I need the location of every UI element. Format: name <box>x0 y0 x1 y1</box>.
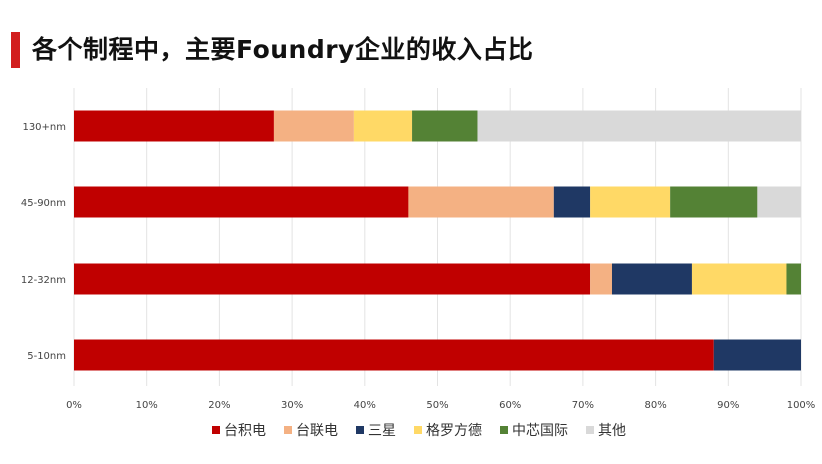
bar-segment <box>74 263 591 295</box>
x-tick-label: 40% <box>354 400 376 411</box>
legend-swatch <box>356 426 364 434</box>
bar-segment <box>670 186 758 218</box>
legend-swatch <box>284 426 292 434</box>
x-tick-label: 30% <box>281 400 303 411</box>
legend-label: 台联电 <box>296 423 338 439</box>
bar-segment <box>713 339 801 371</box>
bar-segment <box>477 110 801 142</box>
legend-swatch <box>500 426 508 434</box>
stacked-bar-chart: 0% 10% 20% 30% 40% 50% 60% 70% 80% 90% 100% 130+nm 4… <box>21 88 816 439</box>
bar-segment <box>408 186 554 218</box>
bar-segment <box>786 263 801 295</box>
x-tick-label: 50% <box>426 400 448 411</box>
bar-segment <box>74 339 714 371</box>
page-title: 各个制程中，主要Foundry企业的收入占比 <box>32 35 534 64</box>
x-tick-label: 10% <box>136 400 158 411</box>
y-category-label: 45-90nm <box>21 198 66 209</box>
bar-segment <box>74 186 409 218</box>
legend-label: 三星 <box>368 423 396 439</box>
legend-swatch <box>586 426 594 434</box>
legend-swatch <box>212 426 220 434</box>
title-bar: 各个制程中，主要Foundry企业的收入占比 <box>0 28 822 72</box>
legend-swatch <box>414 426 422 434</box>
x-tick-label: 0% <box>66 400 82 411</box>
legend-label: 中芯国际 <box>512 423 568 439</box>
x-tick-label: 90% <box>717 400 739 411</box>
legend-label: 格罗方德 <box>426 423 482 439</box>
x-tick-label: 60% <box>499 400 521 411</box>
bar-segment <box>353 110 413 142</box>
bar-segment <box>553 186 591 218</box>
bar-segment <box>691 263 787 295</box>
x-tick-label: 100% <box>787 400 816 411</box>
x-tick-label: 70% <box>572 400 594 411</box>
y-category-label: 130+nm <box>22 122 66 133</box>
bar-segment <box>273 110 354 142</box>
bar-segment <box>590 186 671 218</box>
x-tick-label: 80% <box>644 400 666 411</box>
legend-label: 台积电 <box>224 423 266 439</box>
bar-segment <box>757 186 801 218</box>
y-category-label: 12-32nm <box>21 275 66 286</box>
y-category-label: 5-10nm <box>27 351 66 362</box>
x-tick-label: 20% <box>208 400 230 411</box>
bar-segment <box>611 263 692 295</box>
title-accent-bar <box>11 32 20 68</box>
bar-segment <box>412 110 478 142</box>
bar-segment <box>74 110 274 142</box>
chart-panel: 0% 10% 20% 30% 40% 50% 60% 70% 80% 90% 100% 130+nm 4… <box>10 76 820 456</box>
legend-label: 其他 <box>598 423 626 439</box>
bar-segment <box>590 263 612 295</box>
